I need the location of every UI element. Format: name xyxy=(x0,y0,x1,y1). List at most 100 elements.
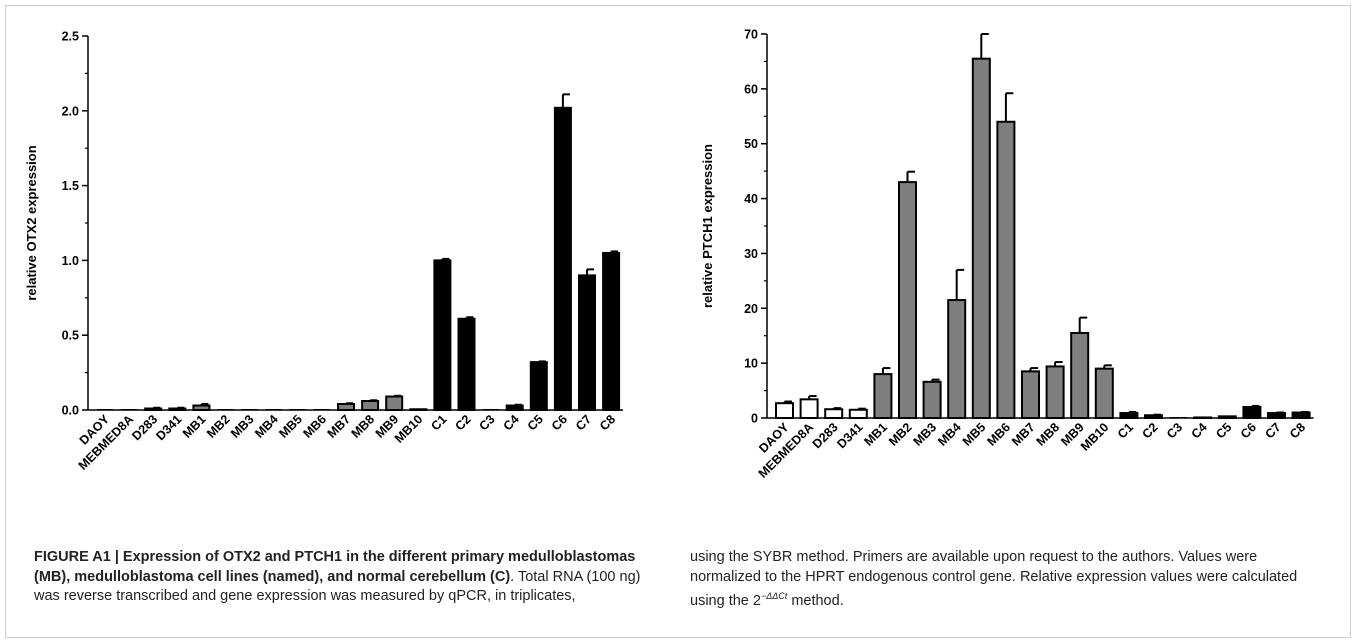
chart-1: 0.0 0.5 1.0 1.5 2.0 2.5 relative OTX2 expressi… xyxy=(24,30,624,473)
category-label: C6 xyxy=(1238,420,1259,441)
category-label: MB3 xyxy=(911,420,940,449)
bar-c2 xyxy=(457,317,476,411)
charts-canvas: 0.0 0.5 1.0 1.5 2.0 2.5 relative OTX2 expressi… xyxy=(24,28,1314,481)
bar-mb10 xyxy=(409,408,428,412)
category-label: C2 xyxy=(1139,420,1160,441)
y-tick-label: 40 xyxy=(744,192,758,206)
y-axis-label: relative OTX2 expression xyxy=(24,145,39,300)
category-label: MB7 xyxy=(325,412,354,441)
y-tick-label: 50 xyxy=(744,137,758,151)
bar-mb8 xyxy=(361,400,380,411)
category-label: C7 xyxy=(1262,420,1283,441)
category-label: D283 xyxy=(810,420,841,451)
category-label: D341 xyxy=(834,420,865,451)
category-label: C3 xyxy=(477,412,498,433)
caption-text-right-end: method. xyxy=(787,592,844,609)
category-label: C6 xyxy=(549,412,570,433)
category-label: MB8 xyxy=(1034,420,1063,449)
bar-mb3 xyxy=(922,380,942,419)
category-label: MB4 xyxy=(935,420,964,449)
y-tick-label: 60 xyxy=(744,82,758,96)
y-tick-label: 70 xyxy=(744,28,758,42)
category-label: C2 xyxy=(452,412,473,433)
y-tick-label: 2.0 xyxy=(62,104,79,118)
y-tick-label: 0.5 xyxy=(62,329,79,343)
bar-c3 xyxy=(1169,417,1187,418)
bar-mb6 xyxy=(313,409,330,410)
category-label: MB1 xyxy=(180,412,209,441)
bar-mb3 xyxy=(241,409,258,410)
category-label: C5 xyxy=(525,412,546,433)
category-label: MB10 xyxy=(392,412,426,446)
category-label: C3 xyxy=(1164,420,1185,441)
caption-text-right: using the SYBR method. Primers are avail… xyxy=(690,549,1298,609)
bar-mebmed8a xyxy=(799,398,819,419)
category-label: MB3 xyxy=(228,412,257,441)
caption-superscript: −ΔΔCt xyxy=(760,591,788,601)
category-label: MB2 xyxy=(886,420,915,449)
category-label: C4 xyxy=(1189,420,1210,441)
category-label: C1 xyxy=(428,412,449,433)
category-label: C7 xyxy=(573,412,594,433)
category-label: MB4 xyxy=(252,412,281,441)
bar-mb2 xyxy=(898,181,917,419)
category-label: C5 xyxy=(1213,420,1234,441)
bar-mb4 xyxy=(265,409,282,410)
bar-c5 xyxy=(529,361,548,411)
bar-c4 xyxy=(1193,416,1213,419)
caption-title: FIGURE A1 | Expression of OTX2 and PTCH1… xyxy=(34,549,636,585)
category-label: MB5 xyxy=(960,420,989,449)
category-label: MB2 xyxy=(204,412,233,441)
bar-mb8 xyxy=(1045,365,1065,420)
bar-mb9 xyxy=(385,395,404,412)
bar-c6 xyxy=(1242,406,1262,419)
y-tick-label: 0.0 xyxy=(62,404,79,418)
bar-c8 xyxy=(1291,411,1311,419)
category-label: MB5 xyxy=(276,412,305,441)
bar-daoy xyxy=(775,402,794,419)
bar-mb9 xyxy=(1070,331,1090,420)
bar-d283 xyxy=(824,408,844,420)
category-label: MB6 xyxy=(984,420,1013,449)
bar-mb1 xyxy=(873,373,893,420)
bar-mb5 xyxy=(971,57,991,420)
bar-c3 xyxy=(482,409,499,410)
bar-mb1 xyxy=(192,404,211,411)
category-label: MB6 xyxy=(300,412,329,441)
bar-daoy xyxy=(97,409,113,410)
y-tick-label: 2.5 xyxy=(62,30,79,44)
bar-mb7 xyxy=(337,403,355,411)
category-label: MB8 xyxy=(349,412,378,441)
category-label: C8 xyxy=(597,412,618,433)
y-tick-label: 1.0 xyxy=(62,254,79,268)
category-label: C8 xyxy=(1287,420,1308,441)
bar-mb2 xyxy=(217,409,234,410)
category-label: MB7 xyxy=(1009,420,1038,449)
bar-c5 xyxy=(1217,415,1237,419)
caption-text-left: . Total RNA (100 ng) was reverse transcr… xyxy=(34,568,641,605)
category-label: D341 xyxy=(153,412,184,443)
bar-mb4 xyxy=(947,299,967,419)
bar-c1 xyxy=(433,259,452,411)
category-label: C4 xyxy=(501,412,522,433)
y-tick-label: 30 xyxy=(744,247,758,261)
figure-caption-right: using the SYBR method. Primers are avail… xyxy=(690,548,1330,611)
bar-mb5 xyxy=(289,409,306,410)
y-tick-label: 1.5 xyxy=(62,179,79,193)
bar-d341 xyxy=(848,408,868,419)
y-tick-label: 20 xyxy=(744,302,758,316)
category-label: D283 xyxy=(129,412,160,443)
category-label: MB1 xyxy=(861,420,890,449)
bar-mb10 xyxy=(1094,367,1114,419)
y-tick-label: 10 xyxy=(744,357,758,371)
bar-c4 xyxy=(505,404,524,411)
bar-mb7 xyxy=(1021,370,1040,419)
figure-caption-left: FIGURE A1 | Expression of OTX2 and PTCH1… xyxy=(34,548,664,607)
bar-c7 xyxy=(1267,412,1286,420)
bar-c1 xyxy=(1119,412,1139,420)
category-label: MB10 xyxy=(1078,420,1112,454)
bar-c8 xyxy=(602,251,621,411)
chart-2: 0 10 20 30 40 50 60 70 relative PTCH1 expression… xyxy=(700,28,1314,481)
bar-c6 xyxy=(553,106,572,411)
category-label: C1 xyxy=(1115,420,1136,441)
